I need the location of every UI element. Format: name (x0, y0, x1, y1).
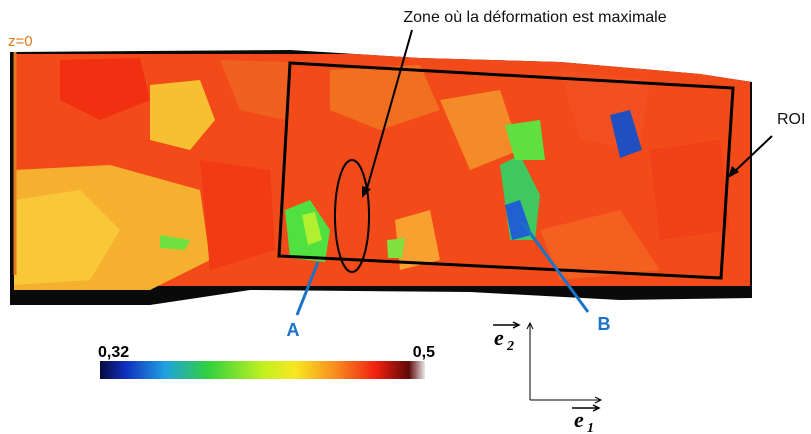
grain-map (10, 50, 752, 305)
colorbar-max: 0,5 (413, 344, 435, 361)
a-label: A (287, 320, 300, 340)
a-pointer (295, 261, 320, 316)
max-zone (334, 159, 370, 273)
roi-arrowhead (728, 166, 739, 178)
e2-base: e (494, 325, 504, 350)
colorbar-min: 0,32 (98, 344, 129, 361)
e1-base: e (574, 407, 584, 432)
roi-frame (277, 61, 735, 280)
roi-arrow (732, 135, 773, 174)
zone-arrowhead (362, 186, 371, 198)
e1-label: e 1 (572, 404, 601, 434)
e2-label: e 2 (493, 321, 521, 354)
zone-label: Zone où la déformation est maximale (403, 9, 666, 26)
axes-frame (526, 321, 603, 404)
e2-index: 2 (506, 339, 514, 354)
z0-label: z=0 (8, 33, 33, 50)
colorbar (100, 361, 425, 379)
zone-arrow (365, 29, 413, 193)
b-pointer (520, 221, 590, 313)
e1-index: 1 (587, 421, 594, 434)
b-label: B (598, 314, 611, 334)
roi-label: ROI (777, 111, 805, 128)
